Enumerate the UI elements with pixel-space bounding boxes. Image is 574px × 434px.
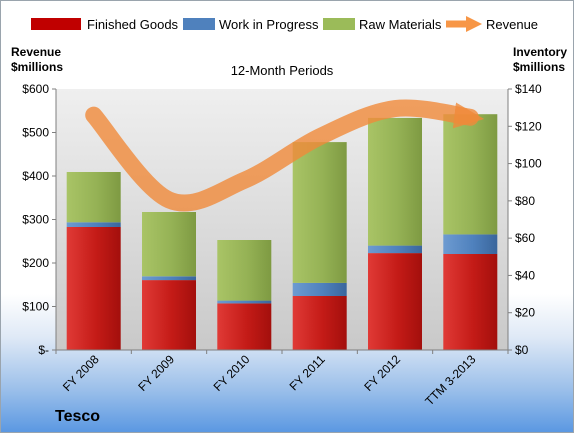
bar-finished-goods-fy-2012 — [368, 253, 422, 350]
legend-item-finished-goods: Finished Goods — [31, 17, 179, 32]
right-axis-title-line1: Inventory — [513, 45, 567, 59]
bar-raw-materials-fy-2009 — [142, 212, 196, 277]
left-tick-label: $600 — [22, 82, 49, 96]
legend-label-revenue: Revenue — [486, 17, 538, 32]
bar-layer — [66, 114, 498, 350]
left-axis-title-line2: $millions — [11, 60, 63, 74]
legend-swatch-finished-goods — [31, 18, 81, 30]
left-tick-label: $400 — [22, 169, 49, 183]
right-tick-label: $120 — [515, 119, 542, 133]
bar-finished-goods-fy-2010 — [217, 303, 272, 350]
bar-raw-materials-fy-2008 — [66, 172, 121, 223]
left-tick-label: $200 — [22, 256, 49, 270]
bar-finished-goods-fy-2011 — [292, 295, 347, 350]
bar-finished-goods-fy-2009 — [142, 280, 196, 350]
bar-raw-materials-fy-2011 — [292, 142, 347, 283]
legend-item-revenue: Revenue — [446, 16, 538, 32]
bar-work-in-progress-fy-2008 — [66, 222, 121, 227]
x-tick-label: TTM 3-2013 — [422, 352, 478, 408]
bar-raw-materials-fy-2010 — [217, 240, 272, 301]
revenue-line — [85, 99, 485, 212]
bar-work-in-progress-fy-2012 — [368, 245, 422, 254]
legend-label-work-in-progress: Work in Progress — [219, 17, 319, 32]
right-tick-label: $100 — [515, 157, 542, 171]
x-tick-label: FY 2008 — [60, 352, 102, 394]
x-tick-label: FY 2009 — [135, 352, 177, 394]
legend: Finished Goods Work in Progress Raw Mate… — [31, 16, 538, 32]
bar-work-in-progress-fy-2009 — [142, 276, 196, 281]
right-tick-label: $20 — [515, 306, 535, 320]
right-tick-label: $80 — [515, 194, 535, 208]
legend-swatch-work-in-progress — [183, 18, 215, 30]
right-tick-label: $60 — [515, 231, 535, 245]
right-axis-title-line2: $millions — [513, 60, 565, 74]
legend-label-raw-materials: Raw Materials — [359, 17, 442, 32]
company-name: Tesco — [55, 408, 100, 425]
legend-swatch-raw-materials — [323, 18, 355, 30]
right-tick-label: $40 — [515, 268, 535, 282]
bar-work-in-progress-fy-2011 — [292, 282, 347, 296]
plot-area — [56, 89, 508, 350]
left-tick-label: $300 — [22, 213, 49, 227]
x-tick-label: FY 2010 — [211, 352, 253, 394]
legend-label-finished-goods: Finished Goods — [87, 17, 179, 32]
bar-finished-goods-fy-2008 — [66, 227, 121, 350]
left-axis-title-line1: Revenue — [11, 45, 61, 59]
chart-subtitle: 12-Month Periods — [231, 63, 334, 78]
right-tick-label: $140 — [515, 82, 542, 96]
legend-arrow-revenue — [466, 16, 482, 32]
left-tick-label: $500 — [22, 126, 49, 140]
x-tick-label: FY 2012 — [361, 352, 403, 394]
revenue-line-layer — [85, 99, 485, 212]
bar-finished-goods-ttm-3-2013 — [443, 254, 498, 350]
right-tick-label: $0 — [515, 343, 529, 357]
bar-raw-materials-fy-2012 — [368, 117, 422, 246]
legend-item-raw-materials: Raw Materials — [323, 17, 442, 32]
bar-work-in-progress-fy-2010 — [217, 300, 272, 304]
left-tick-label: $100 — [22, 300, 49, 314]
bar-raw-materials-ttm-3-2013 — [443, 114, 498, 235]
left-tick-label: $- — [38, 343, 49, 357]
legend-item-work-in-progress: Work in Progress — [183, 17, 319, 32]
bar-work-in-progress-ttm-3-2013 — [443, 234, 498, 254]
x-tick-label: FY 2011 — [287, 352, 328, 393]
